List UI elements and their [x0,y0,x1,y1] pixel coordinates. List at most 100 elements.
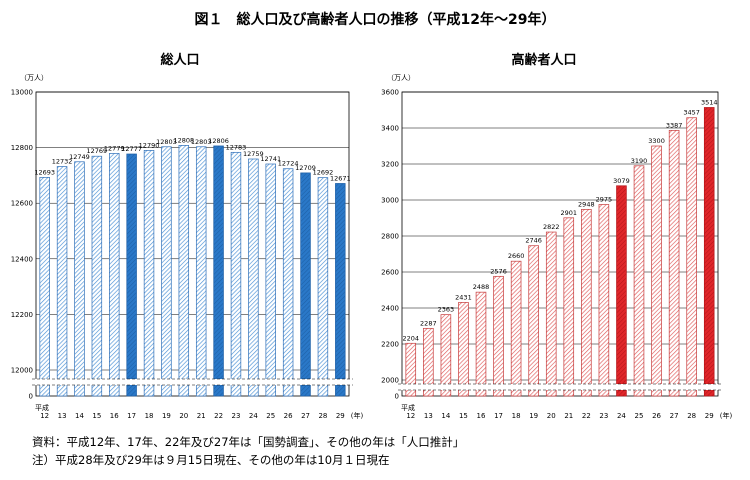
data-label: 2901 [561,209,578,217]
bar-12 [405,342,417,397]
data-label: 2948 [578,200,595,208]
x-tick-label: 20 [547,412,556,420]
bar-17 [126,153,137,397]
x-tick-label: 18 [145,412,154,420]
bar-28 [317,177,329,397]
bar-25 [633,165,645,397]
x-tick-label: 29 [336,412,345,420]
data-label: 12779 [104,144,125,152]
bar-25 [265,163,276,397]
bar-20 [178,145,190,397]
figure-title: 図１ 総人口及び高齢者人口の推移（平成12年～29年） [195,11,556,28]
bar-16 [475,291,487,397]
x-tick-label: 24 [249,412,258,420]
x-axis-prefix: 平成 [401,403,415,412]
data-label: 12741 [260,155,281,163]
chart-title: 総人口 [160,52,199,68]
y-tick-label: 12000 [11,367,33,375]
data-label: 12709 [295,164,316,172]
bar-19 [161,146,172,397]
x-tick-label: 19 [162,412,171,420]
x-tick-label: 18 [512,412,521,420]
y-axis-unit: （万人） [20,74,48,82]
data-label: 3190 [631,157,648,165]
data-label: 2576 [490,267,507,275]
data-label: 3457 [683,109,700,117]
data-label: 2975 [596,196,613,204]
x-tick-label: 13 [424,412,433,420]
data-label: 2488 [473,283,490,291]
data-label: 2746 [525,237,542,245]
x-tick-label: 25 [635,412,644,420]
x-tick-label: 17 [494,412,503,420]
data-label: 2287 [420,319,437,327]
data-label: 2363 [438,306,455,314]
bar-14 [74,161,85,397]
bar-13 [423,327,434,397]
x-tick-label: 24 [617,412,626,420]
data-label: 12806 [208,137,229,145]
x-tick-label: 26 [284,412,293,420]
bar-23 [230,151,242,397]
axis-break-band [398,384,722,390]
data-label: 12759 [243,150,264,158]
x-tick-label: 22 [582,412,591,420]
data-label: 12724 [278,160,299,168]
data-label: 2822 [543,223,560,231]
y-tick-label: 3200 [381,161,399,169]
bar-12 [39,176,50,397]
x-axis-suffix: (年) [351,411,364,420]
data-label: 2660 [508,252,525,260]
bar-26 [282,168,294,397]
x-tick-label: 23 [599,412,608,420]
data-label: 12693 [34,168,55,176]
data-label: 12777 [121,145,142,153]
x-tick-label: 29 [705,412,714,420]
bar-18 [510,260,522,397]
footnote: 注）平成28年及び29年は９月15日現在、その他の年は10月１日現在 [32,453,390,467]
y-tick-label-zero: 0 [29,393,33,401]
x-tick-label: 20 [179,412,188,420]
y-tick-label: 3600 [381,89,399,97]
x-tick-label: 27 [301,412,310,420]
data-label: 12769 [87,147,108,155]
x-tick-label: 12 [406,412,415,420]
data-label: 12749 [69,153,90,161]
bar-24 [616,185,627,397]
bar-18 [143,150,155,397]
bar-19 [528,245,539,397]
bar-27 [668,129,680,397]
x-tick-label: 21 [197,412,206,420]
bar-20 [545,231,557,397]
bar-29 [703,107,715,397]
bar-22 [581,209,592,397]
y-tick-label: 2000 [381,377,399,385]
data-label: 12732 [52,158,73,166]
x-tick-label: 12 [40,412,49,420]
data-label: 3387 [666,121,683,129]
data-label: 12671 [330,174,351,182]
x-tick-label: 17 [127,412,136,420]
y-tick-label: 2600 [381,269,399,277]
data-label: 2431 [455,293,472,301]
y-tick-label: 12200 [11,311,33,319]
y-tick-label: 12600 [11,200,33,208]
x-axis-prefix: 平成 [35,403,49,412]
y-tick-label: 2800 [381,233,399,241]
data-label: 12803 [191,138,212,146]
data-label: 12808 [173,136,194,144]
bar-24 [248,158,259,397]
bar-23 [598,204,610,397]
axis-break-band [32,379,353,385]
y-tick-label: 3400 [381,125,399,133]
data-label: 12783 [226,143,247,151]
data-label: 3300 [648,137,665,145]
bar-16 [109,153,120,397]
x-tick-label: 15 [92,412,101,420]
data-label: 12803 [156,138,177,146]
bar-27 [300,172,311,397]
y-tick-label-zero: 0 [395,393,399,401]
x-tick-label: 19 [529,412,538,420]
source-note: 資料：平成12年、17年、22年及び27年は「国勢調査」、その他の年は「人口推計… [32,435,465,449]
chart-title: 高齢者人口 [511,52,576,68]
